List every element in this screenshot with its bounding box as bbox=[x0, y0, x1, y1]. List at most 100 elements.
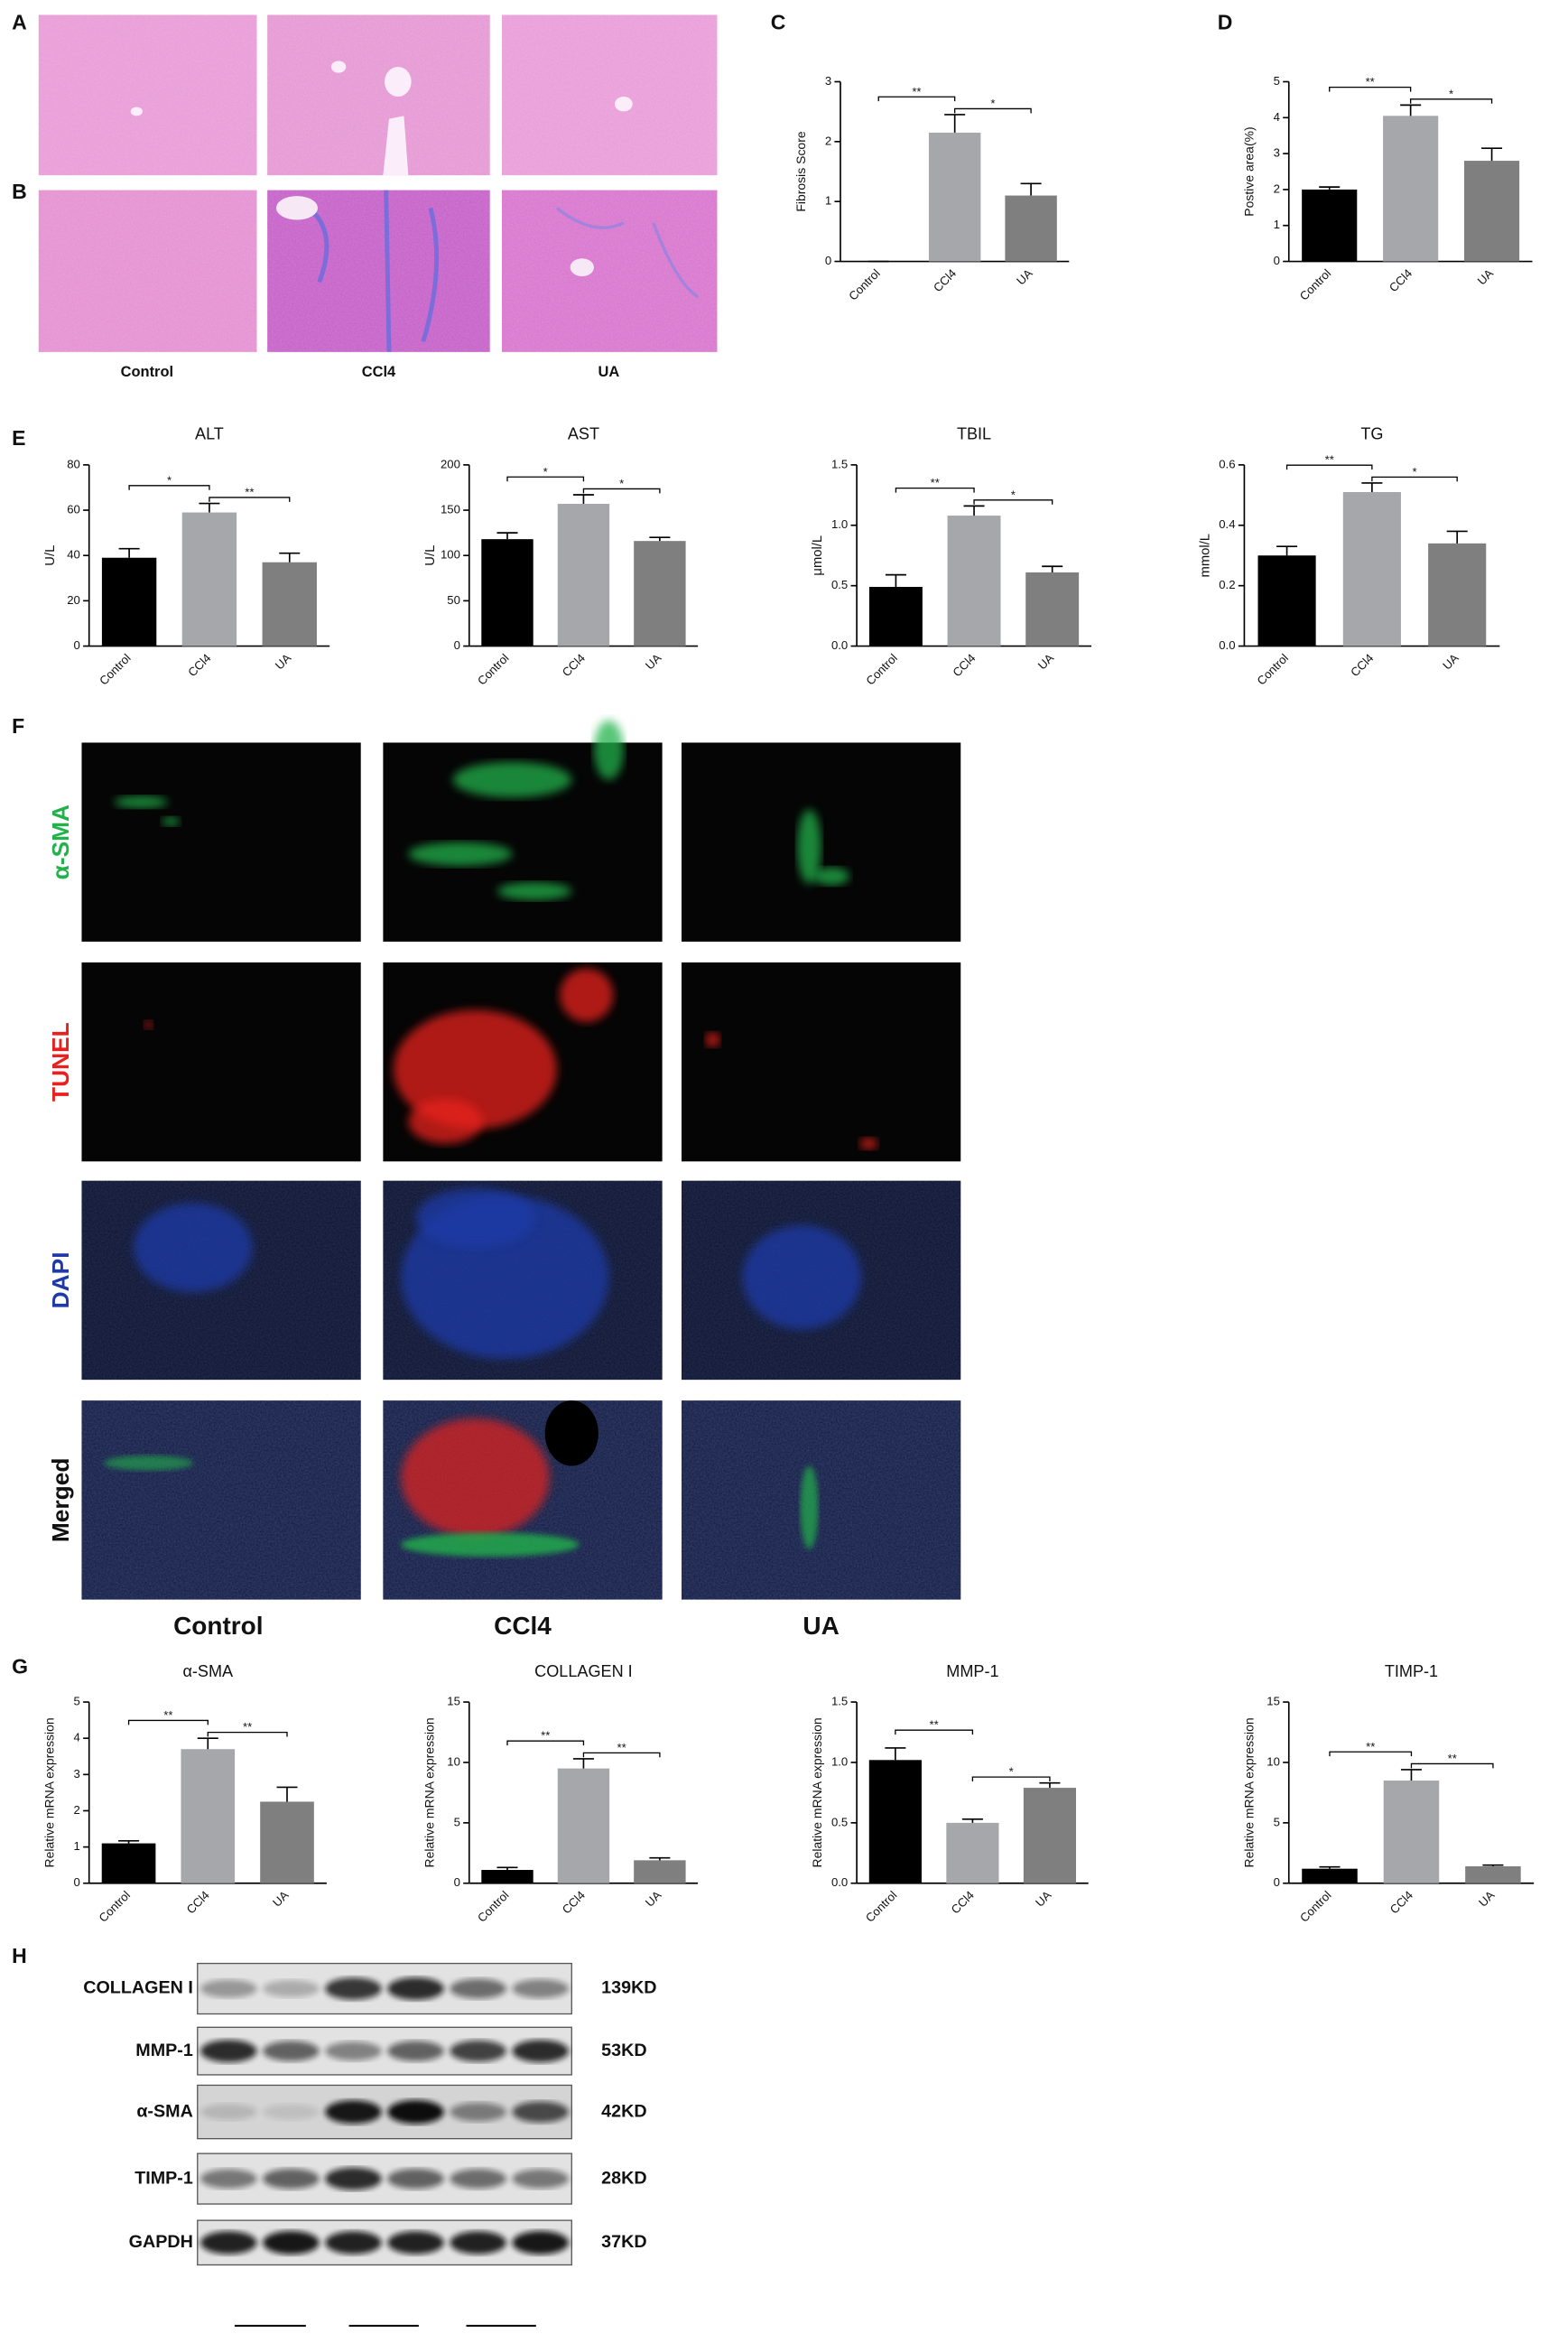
error-bar bbox=[885, 1747, 906, 1761]
band bbox=[387, 1977, 444, 2000]
x-tick-label: CCl4 bbox=[949, 1888, 977, 1916]
y-tick-label: 0 bbox=[74, 638, 80, 652]
x-tick-label: CCl4 bbox=[185, 651, 213, 679]
x-tick-label: UA bbox=[1476, 1888, 1498, 1910]
significance-bracket bbox=[954, 107, 1032, 114]
protein-label: MMP-1 bbox=[135, 2041, 193, 2060]
chart-title: TBIL bbox=[957, 425, 991, 443]
bar bbox=[1465, 1866, 1521, 1883]
x-tick-label: CCl4 bbox=[560, 651, 588, 679]
y-axis-label: U/L bbox=[43, 545, 58, 566]
bar bbox=[634, 541, 686, 646]
x-tick-label: Control bbox=[97, 651, 134, 688]
y-tick-label: 3 bbox=[825, 74, 831, 88]
band bbox=[325, 1977, 382, 2000]
error-bar bbox=[1276, 545, 1298, 556]
y-tick-label: 2 bbox=[74, 1803, 80, 1817]
error-bar bbox=[1482, 1864, 1504, 1867]
x-tick-label: UA bbox=[1475, 266, 1497, 288]
merged-dark bbox=[544, 1400, 598, 1466]
significance-label: * bbox=[543, 465, 548, 479]
y-tick-label: 150 bbox=[441, 503, 460, 516]
bar bbox=[262, 562, 317, 646]
y-tick-label: 4 bbox=[74, 1731, 80, 1744]
error-bar bbox=[496, 532, 518, 540]
significance-label: ** bbox=[930, 1718, 939, 1732]
significance-bracket bbox=[877, 96, 956, 102]
y-tick-label: 1 bbox=[74, 1839, 80, 1853]
significance-bracket bbox=[582, 1752, 661, 1758]
band bbox=[325, 2100, 382, 2124]
signal bbox=[593, 720, 624, 780]
bar bbox=[1463, 161, 1520, 262]
y-tick-label: 4 bbox=[1274, 110, 1280, 124]
significance-label: ** bbox=[617, 1741, 626, 1754]
x-tick-label: Control bbox=[1297, 1888, 1334, 1925]
histology-label: CCl4 bbox=[362, 364, 396, 380]
band bbox=[263, 2168, 320, 2190]
significance-label: ** bbox=[1448, 1752, 1457, 1765]
band bbox=[450, 2231, 506, 2255]
bar bbox=[1342, 491, 1401, 646]
size-label: 37KD bbox=[601, 2232, 646, 2252]
y-tick-label: 20 bbox=[67, 593, 80, 607]
y-tick-label: 0.5 bbox=[831, 1815, 848, 1828]
significance-label: * bbox=[1449, 87, 1453, 100]
error-bar bbox=[1481, 147, 1503, 162]
y-tick-label: 0 bbox=[454, 1875, 460, 1889]
significance-label: ** bbox=[243, 1720, 252, 1734]
protein-label: TIMP-1 bbox=[135, 2168, 193, 2188]
x-tick-label: CCl4 bbox=[560, 1888, 588, 1916]
signal bbox=[497, 882, 572, 900]
error-bar bbox=[1039, 1781, 1061, 1789]
vessel bbox=[385, 67, 412, 97]
bar bbox=[634, 1860, 686, 1883]
bar bbox=[947, 516, 1001, 646]
x-tick-label: CCl4 bbox=[1387, 266, 1415, 294]
error-bar bbox=[1400, 104, 1422, 116]
y-tick-label: 0 bbox=[1274, 1875, 1280, 1889]
error-bar bbox=[961, 1818, 983, 1823]
signal bbox=[859, 1138, 878, 1150]
bar bbox=[1005, 195, 1057, 262]
significance-bracket bbox=[971, 1776, 1051, 1782]
x-tick-label: CCl4 bbox=[1387, 1888, 1415, 1916]
significance-label: ** bbox=[931, 476, 940, 489]
band bbox=[387, 2231, 444, 2255]
error-bar bbox=[572, 494, 594, 505]
y-tick-label: 80 bbox=[67, 457, 80, 470]
y-tick-label: 0 bbox=[74, 1875, 80, 1889]
vessel bbox=[130, 107, 143, 116]
blot bbox=[197, 2026, 572, 2076]
significance-label: ** bbox=[912, 85, 921, 98]
blot bbox=[197, 2084, 572, 2140]
error-bar bbox=[197, 1737, 218, 1750]
significance-bracket bbox=[582, 488, 661, 494]
vessel bbox=[275, 196, 319, 220]
y-tick-label: 10 bbox=[447, 1754, 460, 1768]
y-tick-label: 60 bbox=[67, 503, 80, 516]
error-bar bbox=[1400, 1769, 1422, 1781]
y-axis-label: U/L bbox=[423, 545, 438, 566]
y-tick-label: 0.0 bbox=[1219, 638, 1235, 652]
signal bbox=[705, 1032, 720, 1047]
panel-letter: C bbox=[771, 10, 786, 33]
band bbox=[512, 2101, 569, 2123]
y-tick-label: 10 bbox=[1266, 1754, 1280, 1768]
y-tick-label: 0 bbox=[454, 638, 460, 652]
y-tick-label: 50 bbox=[447, 593, 460, 607]
merged-green bbox=[800, 1465, 819, 1549]
y-axis-label: Fibrosis Score bbox=[793, 131, 808, 212]
significance-label: ** bbox=[1366, 75, 1375, 88]
significance-bracket bbox=[895, 1729, 974, 1735]
significance-bracket bbox=[207, 1731, 288, 1737]
bar bbox=[946, 1822, 999, 1883]
error-bar bbox=[1319, 1865, 1341, 1869]
y-tick-label: 1.5 bbox=[831, 1695, 848, 1708]
